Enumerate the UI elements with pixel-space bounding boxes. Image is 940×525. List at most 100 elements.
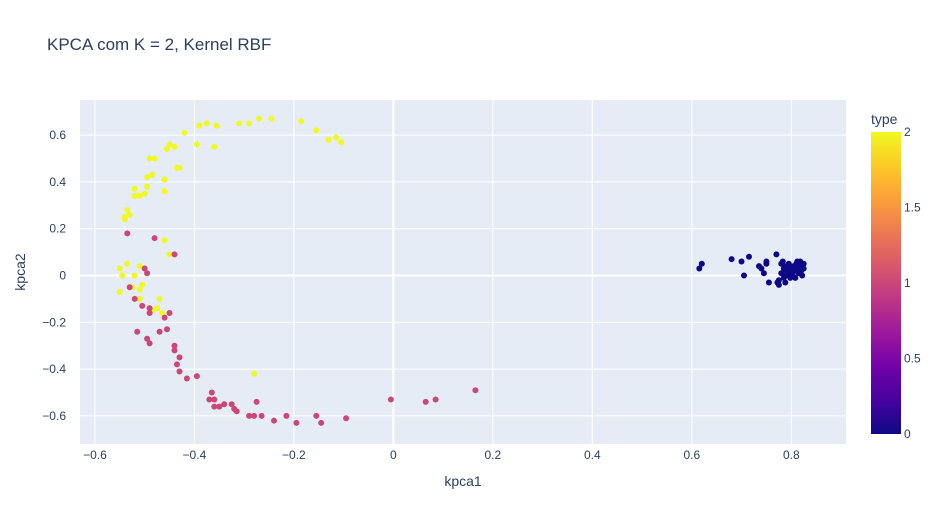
data-point (124, 207, 131, 213)
colorbar-tick-label: 1 (904, 276, 911, 290)
data-point (785, 260, 792, 267)
y-tick-label: −0.4 (42, 362, 66, 376)
colorbar-tick-label: 2 (904, 125, 911, 139)
data-point (696, 265, 703, 272)
chart-title: KPCA com K = 2, Kernel RBF (47, 35, 271, 54)
colorbar (871, 132, 901, 434)
data-point (343, 415, 350, 422)
data-point (139, 302, 146, 309)
data-point (174, 164, 180, 171)
x-tick-label: −0.2 (282, 448, 306, 462)
data-point (782, 279, 789, 286)
data-point (116, 288, 123, 295)
colorbar-tick-label: 0 (904, 427, 911, 441)
data-point (799, 263, 806, 270)
data-point (164, 326, 170, 333)
data-point (126, 284, 133, 291)
data-point (783, 267, 790, 274)
data-point (136, 192, 143, 199)
data-point (161, 176, 168, 183)
colorbar-ticks: 0 0.5 1 1.5 2 (904, 125, 921, 441)
data-point (313, 127, 320, 134)
data-point (121, 216, 128, 223)
data-point (251, 412, 258, 419)
data-point (131, 192, 138, 199)
data-point (171, 342, 178, 349)
data-point (183, 375, 190, 382)
data-point (211, 403, 218, 410)
y-tick-label: −0.6 (42, 409, 66, 423)
data-point (206, 396, 213, 403)
data-point (144, 174, 151, 181)
data-point (758, 265, 765, 272)
data-point (136, 286, 143, 293)
data-point (131, 185, 138, 192)
data-point (774, 279, 781, 286)
data-point (126, 211, 133, 218)
data-point (422, 398, 429, 405)
data-point (293, 419, 300, 426)
data-point (161, 188, 168, 195)
data-point (161, 237, 168, 244)
data-point (146, 310, 153, 316)
data-point (221, 401, 228, 408)
data-point (144, 270, 151, 277)
data-point (151, 235, 158, 242)
data-point (208, 389, 215, 396)
data-point (149, 171, 156, 178)
data-point (228, 401, 235, 408)
data-point (161, 314, 168, 321)
data-point (166, 251, 173, 258)
data-point (779, 258, 786, 265)
data-point (231, 405, 238, 412)
data-point (136, 295, 143, 302)
data-point (338, 139, 345, 146)
data-point (144, 335, 151, 342)
y-tick-label: 0.2 (49, 222, 66, 236)
data-point (432, 396, 439, 403)
data-point (144, 183, 151, 190)
data-point (176, 354, 183, 361)
data-point (196, 122, 203, 129)
y-tick-label: 0.6 (49, 128, 66, 142)
data-point (728, 256, 735, 263)
data-point (193, 373, 200, 380)
data-point (741, 272, 747, 279)
data-point (131, 295, 138, 302)
x-tick-label: 0.2 (485, 448, 502, 462)
data-point (763, 260, 770, 267)
data-point (176, 368, 183, 375)
data-point (166, 310, 173, 316)
data-point (146, 305, 153, 312)
y-tick-label: 0 (59, 269, 66, 283)
data-point (387, 396, 394, 403)
data-point (171, 143, 178, 150)
data-point (760, 270, 767, 277)
data-point (171, 347, 178, 354)
data-point (333, 134, 340, 141)
data-point (698, 260, 705, 267)
data-point (789, 272, 796, 279)
data-point (139, 281, 146, 288)
data-point (313, 412, 320, 419)
data-point (746, 253, 752, 260)
data-point (166, 141, 173, 148)
data-point (171, 251, 178, 258)
colorbar-tick-label: 1.5 (904, 201, 921, 215)
x-tick-label: −0.6 (83, 448, 107, 462)
data-point (283, 412, 290, 419)
data-point (146, 340, 153, 347)
y-tick-label: 0.4 (49, 175, 66, 189)
data-point (156, 328, 163, 335)
colorbar-title: type (871, 111, 898, 127)
data-point (193, 141, 200, 148)
x-tick-label: 0 (390, 448, 397, 462)
data-point (738, 258, 745, 265)
data-point (268, 115, 275, 122)
y-axis-title: kpca2 (12, 253, 28, 291)
data-point (246, 120, 253, 127)
data-points (116, 115, 807, 426)
data-point (124, 260, 131, 267)
x-tick-label: 0.6 (683, 448, 700, 462)
